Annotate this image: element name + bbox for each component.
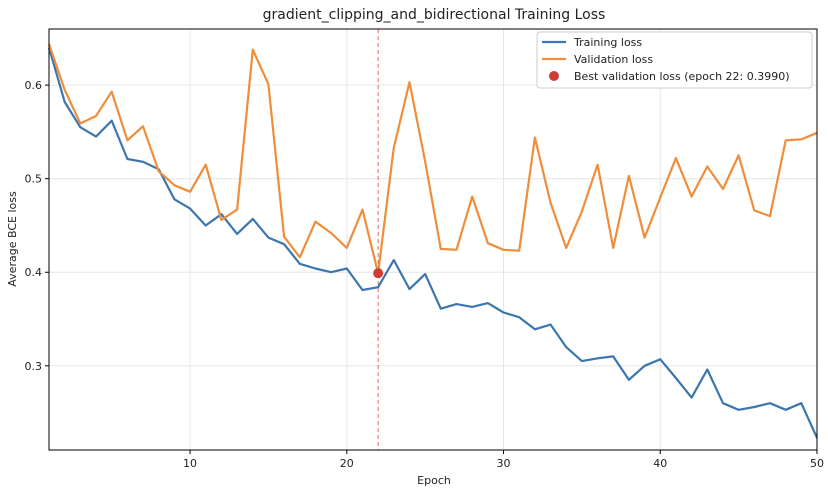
legend-label: Validation loss [574,53,653,66]
legend-label: Training loss [573,36,642,49]
legend-label-best: Best validation loss (epoch 22: 0.3990) [574,70,790,83]
x-tick-label: 10 [183,457,197,470]
best-point-group [373,268,384,279]
y-axis-ticks: 0.3 0.4 0.5 0.6 [25,79,49,373]
x-tick-label: 20 [340,457,354,470]
best-validation-point [373,268,384,279]
y-tick-label: 0.5 [25,173,43,186]
plot-frame [48,28,818,451]
legend: Training loss Validation loss Best validat… [536,31,813,89]
x-tick-label: 50 [810,457,824,470]
y-axis-label: Average BCE loss [6,191,19,287]
x-tick-label: 40 [653,457,667,470]
series-group [47,43,819,439]
legend-swatch-best [549,71,559,81]
series-line-training [47,47,819,439]
grid [49,29,818,450]
y-tick-label: 0.3 [25,360,43,373]
y-tick-label: 0.4 [25,266,43,279]
chart-title: gradient_clipping_and_bidirectional Trai… [263,7,606,23]
legend-box [536,31,813,89]
y-tick-label: 0.6 [25,79,43,92]
x-tick-label: 30 [497,457,511,470]
x-axis-ticks: 10 20 30 40 50 [183,450,824,470]
x-axis-label: Epoch [417,474,451,487]
series-line-validation [47,43,818,275]
